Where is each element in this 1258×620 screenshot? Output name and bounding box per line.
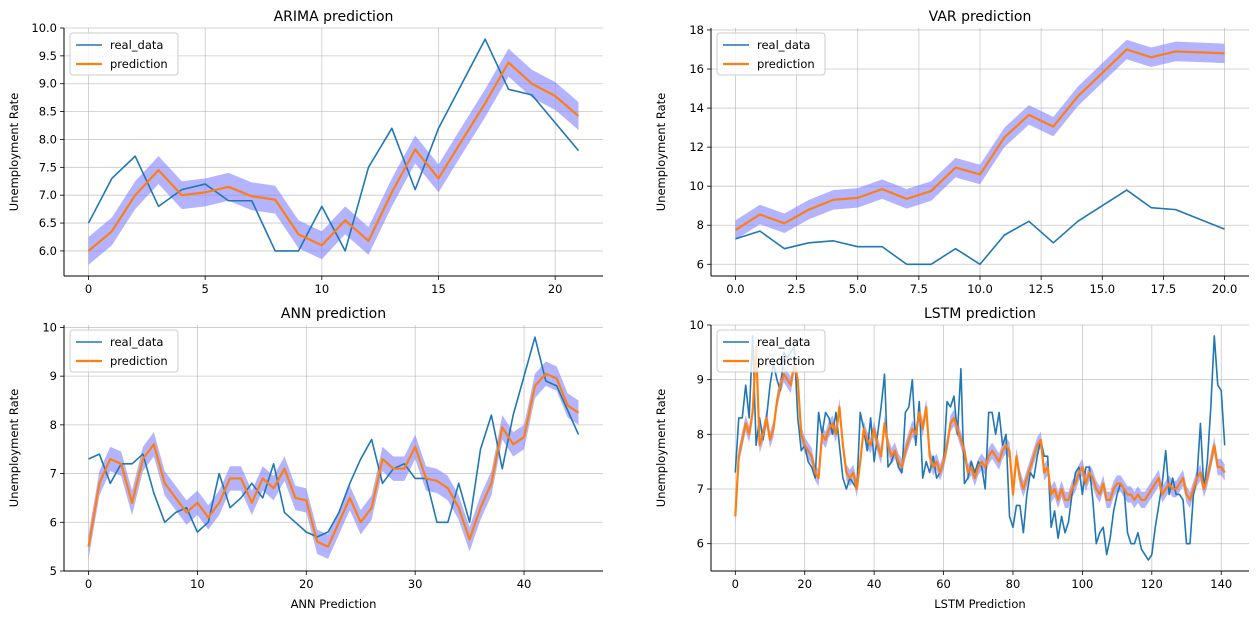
lstm-legend: real_data prediction xyxy=(716,329,826,373)
arima-y-tick-label: 7.5 xyxy=(39,160,57,174)
lstm-x-tick-label: 120 xyxy=(1141,577,1163,591)
lstm-x-tick-label: 80 xyxy=(1006,577,1021,591)
ann-y-tick-label: 8 xyxy=(50,418,57,432)
arima-y-tick-label: 6.5 xyxy=(39,216,57,230)
var-x-tick-label: 7.5 xyxy=(910,282,928,296)
var-y-tick-label: 14 xyxy=(689,101,704,115)
var-confidence-band xyxy=(735,39,1225,240)
var-series-real-data-line xyxy=(735,189,1225,266)
lstm-x-axis-label: LSTM Prediction xyxy=(934,597,1025,611)
arima-x-tick-label: 15 xyxy=(431,282,446,296)
lstm-x-tick-label: 100 xyxy=(1071,577,1093,591)
lstm-series-prediction-line xyxy=(734,345,1226,517)
ann-x-tick-label: 10 xyxy=(190,577,205,591)
arima-y-tick-label: 9.0 xyxy=(39,77,57,91)
ann-x-axis-label: ANN Prediction xyxy=(291,597,377,611)
ann-chart-title: ANN prediction xyxy=(281,306,386,322)
lstm-y-tick-label: 7 xyxy=(697,482,704,496)
ann-x-tick-label: 30 xyxy=(408,577,423,591)
lstm-chart-title: LSTM prediction xyxy=(924,306,1036,322)
ann-legend: real_data prediction xyxy=(69,329,179,373)
arima-series-prediction-line xyxy=(87,61,580,252)
ann-y-tick-label: 5 xyxy=(50,564,57,578)
arima-series-real-data-line xyxy=(87,38,580,252)
var-y-tick-label: 10 xyxy=(689,179,704,193)
lstm-x-tick-label: 0 xyxy=(732,577,739,591)
var-y-tick-label: 12 xyxy=(689,140,704,154)
arima-x-tick-label: 10 xyxy=(315,282,330,296)
arima-confidence-band xyxy=(88,48,579,265)
var-x-tick-label: 15.0 xyxy=(1089,282,1115,296)
var-x-tick-label: 12.5 xyxy=(1028,282,1054,296)
var-x-tick-label: 17.5 xyxy=(1151,282,1177,296)
ann-x-tick-label: 0 xyxy=(85,577,92,591)
ann-x-tick-label: 20 xyxy=(299,577,314,591)
arima-x-tick-label: 20 xyxy=(548,282,563,296)
var-y-axis-label: Unemployment Rate xyxy=(654,93,668,211)
lstm-legend-label-real-data: real_data xyxy=(757,335,810,349)
ann-y-tick-label: 6 xyxy=(50,515,57,529)
var-x-tick-label: 20.0 xyxy=(1212,282,1238,296)
var-y-tick-label: 6 xyxy=(697,257,704,271)
var-y-tick-label: 16 xyxy=(689,62,704,76)
ann-y-tick-label: 10 xyxy=(42,320,57,334)
ann-y-tick-label: 9 xyxy=(50,369,57,383)
var-x-tick-label: 2.5 xyxy=(787,282,805,296)
var-x-tick-label: 10.0 xyxy=(967,282,993,296)
arima-legend-label-real-data: real_data xyxy=(110,38,163,52)
ann-series-real-data-line xyxy=(88,336,580,538)
lstm-legend-label-prediction: prediction xyxy=(757,354,815,368)
lstm-x-tick-label: 20 xyxy=(797,577,812,591)
lstm-x-tick-label: 140 xyxy=(1210,577,1232,591)
var-y-tick-label: 8 xyxy=(697,218,704,232)
arima-y-tick-label: 8.0 xyxy=(39,132,57,146)
var-legend: real_data prediction xyxy=(716,32,826,76)
var-chart: 0.0 2.5 5.0 7.5 10.0 12.5 15.0 17.5 20.0 6 8 10 12 14… xyxy=(654,9,1249,296)
var-y-tick-label: 18 xyxy=(689,23,704,37)
lstm-chart: 0 20 40 60 80 100 120 140 6 7 8 9 10 LSTM prediction U… xyxy=(654,306,1249,611)
lstm-y-axis-label: Unemployment Rate xyxy=(654,389,668,507)
lstm-x-tick-label: 40 xyxy=(867,577,882,591)
arima-y-tick-label: 6.0 xyxy=(39,244,57,258)
ann-confidence-band xyxy=(88,361,579,559)
arima-y-tick-label: 8.5 xyxy=(39,105,57,119)
var-legend-label-real-data: real_data xyxy=(757,38,810,52)
var-x-tick-label: 0.0 xyxy=(726,282,744,296)
var-series-prediction-line xyxy=(734,48,1225,232)
ann-legend-label-real-data: real_data xyxy=(110,335,163,349)
ann-legend-label-prediction: prediction xyxy=(110,354,168,368)
lstm-y-tick-label: 6 xyxy=(697,537,704,551)
var-legend-label-prediction: prediction xyxy=(757,57,815,71)
arima-chart-title: ARIMA prediction xyxy=(274,9,394,25)
ann-x-tick-label: 40 xyxy=(517,577,532,591)
arima-legend: real_data prediction xyxy=(69,32,179,76)
ann-y-axis-label: Unemployment Rate xyxy=(7,389,21,507)
var-x-tick-label: 5.0 xyxy=(849,282,867,296)
var-chart-title: VAR prediction xyxy=(929,9,1032,25)
ann-series-prediction-line xyxy=(87,372,580,548)
ann-y-tick-label: 7 xyxy=(50,467,57,481)
lstm-y-tick-label: 8 xyxy=(697,427,704,441)
arima-x-tick-label: 0 xyxy=(85,282,92,296)
lstm-y-tick-label: 10 xyxy=(689,318,704,332)
arima-y-tick-label: 7.0 xyxy=(39,188,57,202)
lstm-y-tick-label: 9 xyxy=(697,373,704,387)
arima-y-tick-label: 10.0 xyxy=(31,21,57,35)
lstm-x-tick-label: 60 xyxy=(936,577,951,591)
arima-legend-label-prediction: prediction xyxy=(110,57,168,71)
arima-y-tick-label: 9.5 xyxy=(39,49,57,63)
arima-chart: 0 5 10 15 20 6.0 6.5 7.0 7.5 8.0 8.5 9.0 9.5 10.0 ARIM… xyxy=(7,9,603,296)
arima-x-tick-label: 5 xyxy=(202,282,209,296)
arima-y-axis-label: Unemployment Rate xyxy=(7,93,21,211)
ann-chart: 0 10 20 30 40 5 6 7 8 9 10 ANN prediction Unemployme… xyxy=(7,306,603,611)
